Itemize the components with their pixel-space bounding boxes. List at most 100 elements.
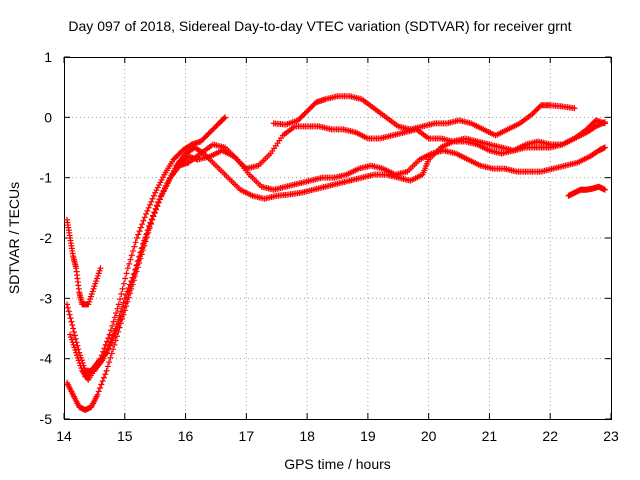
data-point (128, 252, 135, 259)
x-tick-label: 15 (117, 428, 133, 444)
data-point (110, 318, 117, 325)
data-point (141, 214, 148, 221)
data-point (154, 203, 161, 210)
y-tick-label: -4 (40, 351, 53, 367)
data-point (99, 378, 106, 385)
data-point (122, 275, 129, 282)
data-point (119, 303, 126, 310)
data-point (115, 301, 122, 308)
data-point (108, 350, 115, 357)
y-tick-label: -2 (40, 230, 53, 246)
tick-labels: 14 15 16 17 18 19 20 21 22 23 -5 -4 -3 -2 -1 0 1 (40, 49, 619, 444)
series-track-7 (565, 183, 608, 199)
data-point (112, 337, 119, 344)
data-point (113, 309, 120, 316)
x-tick-label: 20 (421, 428, 437, 444)
data-point (102, 371, 109, 378)
data-point (124, 298, 131, 305)
data-point (133, 268, 140, 275)
data-point (68, 318, 75, 325)
x-tick-label: 19 (360, 428, 376, 444)
data-point (64, 304, 71, 311)
series-track-1 (64, 119, 608, 374)
data-point (136, 259, 143, 266)
data-point (74, 342, 81, 349)
data-point (153, 206, 160, 213)
data-point (135, 231, 142, 238)
axes (63, 56, 612, 420)
data-point (103, 338, 110, 345)
data-point (129, 281, 136, 288)
x-tick-label: 21 (482, 428, 498, 444)
data-point (110, 332, 117, 339)
data-point (98, 381, 105, 388)
data-point (72, 335, 79, 342)
data-point (120, 311, 127, 318)
data-point (150, 192, 157, 199)
y-tick-label: -3 (40, 290, 53, 306)
data-point (141, 237, 148, 244)
x-tick-label: 22 (542, 428, 558, 444)
data-point (126, 260, 133, 267)
data-point (601, 120, 608, 127)
data-point (102, 341, 109, 348)
data-point (117, 296, 124, 303)
data-point (112, 325, 119, 332)
data-point (67, 315, 74, 322)
data-point (98, 352, 105, 359)
data-point (143, 234, 150, 241)
data-point (132, 272, 139, 279)
chart-title: Day 097 of 2018, Sidereal Day-to-day VTE… (68, 18, 572, 34)
data-point (536, 103, 543, 110)
series-track-5 (82, 114, 229, 380)
data-point (149, 195, 156, 202)
data-point (117, 320, 124, 327)
data-point (137, 224, 144, 231)
data-point (110, 346, 117, 353)
data-point (125, 284, 132, 291)
data-point (143, 210, 150, 217)
data-point (119, 285, 126, 292)
data-point (75, 346, 82, 353)
data-point (147, 221, 154, 228)
data-point (221, 115, 228, 122)
data-point (97, 265, 104, 272)
data-point (113, 333, 120, 340)
data-point (109, 322, 116, 329)
data-point (107, 327, 114, 334)
data-point (65, 308, 72, 315)
data-point (104, 363, 111, 370)
data-point (117, 308, 124, 315)
data-point (71, 332, 78, 339)
data-point (571, 105, 578, 112)
data-point (592, 123, 599, 130)
data-point (94, 391, 101, 398)
data-point (128, 278, 135, 285)
y-tick-label: -1 (40, 170, 53, 186)
data-point (133, 235, 140, 241)
grid-lines (64, 57, 611, 419)
data-point (140, 217, 147, 224)
series-track-3 (64, 141, 608, 413)
y-tick-label: -5 (40, 411, 53, 427)
data-point (121, 307, 128, 314)
data-point (97, 384, 104, 391)
data-point (156, 196, 163, 203)
data-point (70, 328, 77, 335)
data-point (115, 328, 122, 335)
data-point (123, 303, 130, 310)
data-point (106, 342, 113, 349)
data-point (124, 265, 131, 272)
data-point (145, 204, 152, 211)
data-point (144, 207, 151, 214)
data-point (120, 299, 127, 306)
y-tick-label: 1 (44, 49, 52, 65)
data-point (149, 216, 156, 223)
data-point (120, 280, 127, 287)
data-point (150, 213, 157, 220)
data-point (105, 334, 112, 341)
data-point (101, 345, 108, 352)
series-track-2 (67, 117, 608, 383)
x-tick-label: 14 (56, 428, 72, 444)
